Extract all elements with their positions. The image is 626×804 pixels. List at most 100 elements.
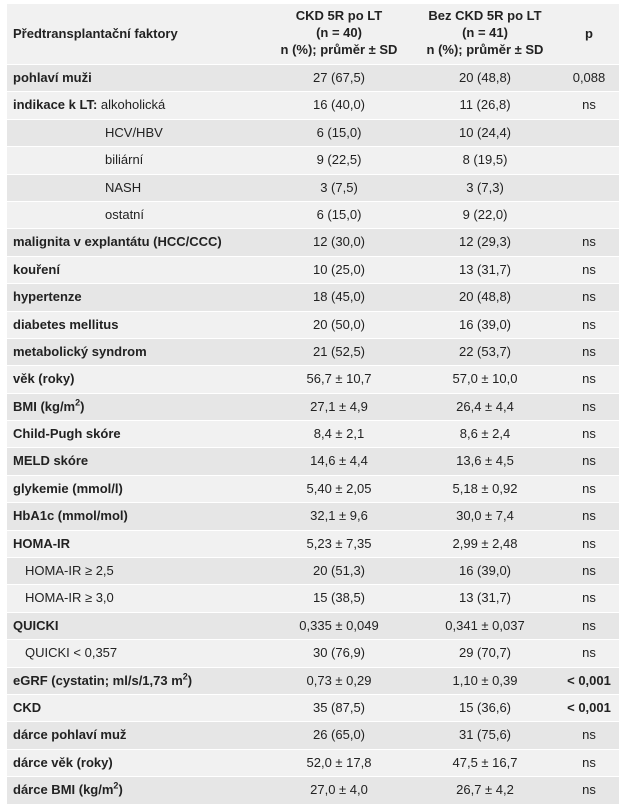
row-label: hypertenze — [13, 284, 82, 310]
p-value: ns — [582, 782, 596, 798]
value-ckd: 0,73 ± 0,29 — [306, 672, 372, 688]
row-label: CKD — [13, 695, 41, 721]
value-no-ckd: 0,341 ± 0,037 — [445, 617, 525, 633]
value-ckd: 20 (50,0) — [312, 316, 366, 332]
table-body: pohlaví muži 27 (67,5) 20 (48,8) 0,088 indik… — [7, 64, 619, 804]
p-value: ns — [582, 727, 596, 743]
row-label: metabolický syndrom — [13, 339, 147, 365]
table-row: CKD 35 (87,5) 15 (36,6) < 0,001 — [7, 693, 619, 721]
row-label-text: QUICKI < 0,357 — [25, 645, 118, 661]
value-no-ckd: 16 (39,0) — [458, 563, 512, 579]
row-label: dárce pohlaví muž — [13, 722, 126, 748]
value-ckd: 18 (45,0) — [312, 289, 366, 305]
value-no-ckd: 12 (29,3) — [458, 234, 512, 250]
table-row: NASH 3 (7,5) 3 (7,3) — [7, 173, 619, 201]
header-no-ckd-title: Bez CKD 5R po LT — [428, 8, 542, 23]
row-label: QUICKI — [13, 613, 59, 639]
row-label-bold: indikace k LT: — [13, 97, 98, 113]
table-row: HOMA-IR ≥ 3,0 15 (38,5) 13 (31,7) ns — [7, 584, 619, 611]
row-label-text: biliární — [105, 152, 144, 168]
value-ckd: 9 (22,5) — [316, 152, 362, 168]
row-label: HOMA-IR ≥ 3,0 — [13, 585, 114, 611]
p-value: ns — [582, 508, 596, 524]
value-ckd: 10 (25,0) — [312, 261, 366, 277]
p-value: ns — [582, 261, 596, 277]
data-table: Předtransplantační faktory CKD 5R po LT … — [7, 4, 619, 804]
value-no-ckd: 13 (31,7) — [458, 590, 512, 606]
row-label: HOMA-IR — [13, 531, 70, 557]
p-value: ns — [582, 617, 596, 633]
table-row: HOMA-IR 5,23 ± 7,35 2,99 ± 2,48 ns — [7, 529, 619, 557]
table-row: glykemie (mmol/l) 5,40 ± 2,05 5,18 ± 0,92 n… — [7, 474, 619, 502]
row-label-bold-end: ) — [118, 782, 123, 798]
row-label-bold: pohlaví muži — [13, 70, 92, 85]
row-label-bold: HbA1c (mmol/mol) — [13, 508, 128, 524]
value-ckd: 0,335 ± 0,049 — [299, 617, 379, 633]
row-label: MELD skóre — [13, 448, 88, 474]
header-no-ckd-n: (n = 41) — [462, 25, 508, 40]
row-label-bold: kouření — [13, 261, 60, 277]
row-label: pohlaví muži — [13, 65, 92, 91]
value-no-ckd: 31 (75,6) — [458, 727, 512, 743]
value-ckd: 3 (7,5) — [320, 179, 358, 195]
value-ckd: 14,6 ± 4,4 — [310, 453, 368, 469]
table-row: MELD skóre 14,6 ± 4,4 13,6 ± 4,5 ns — [7, 447, 619, 475]
value-no-ckd: 13 (31,7) — [458, 261, 512, 277]
row-label-sup: 2 — [113, 780, 119, 791]
table-row: metabolický syndrom 21 (52,5) 22 (53,7) ns — [7, 337, 619, 366]
row-label: eGRF (cystatin; ml/s/1,73 m2) — [13, 668, 192, 694]
value-ckd: 6 (15,0) — [316, 206, 362, 222]
row-label: HOMA-IR ≥ 2,5 — [13, 558, 114, 584]
row-label: věk (roky) — [13, 366, 74, 392]
value-no-ckd: 8 (19,5) — [462, 152, 508, 168]
value-no-ckd: 29 (70,7) — [458, 645, 512, 661]
value-ckd: 27 (67,5) — [312, 70, 366, 85]
value-ckd: 15 (38,5) — [312, 590, 366, 606]
row-label-text: NASH — [105, 179, 142, 195]
value-ckd: 6 (15,0) — [316, 124, 362, 140]
row-label: QUICKI < 0,357 — [13, 640, 117, 666]
table-row: BMI (kg/m2) 27,1 ± 4,9 26,4 ± 4,4 ns — [7, 392, 619, 421]
row-label: indikace k LT: alkoholická — [13, 92, 165, 118]
table-row: věk (roky) 56,7 ± 10,7 57,0 ± 10,0 ns — [7, 365, 619, 392]
row-label-bold-end: ) — [80, 398, 85, 414]
row-label-bold: věk (roky) — [13, 371, 75, 387]
row-label: kouření — [13, 257, 60, 283]
value-ckd: 5,40 ± 2,05 — [306, 480, 372, 496]
row-label: Child-Pugh skóre — [13, 421, 121, 447]
value-no-ckd: 9 (22,0) — [462, 206, 508, 222]
p-value: ns — [582, 480, 596, 496]
table-row: HOMA-IR ≥ 2,5 20 (51,3) 16 (39,0) ns — [7, 557, 619, 585]
p-value: ns — [582, 398, 596, 414]
header-ckd-title: CKD 5R po LT — [295, 8, 383, 23]
row-label: NASH — [13, 175, 141, 201]
row-label-text: HCV/HBV — [105, 124, 163, 140]
value-no-ckd: 30,0 ± 7,4 — [456, 508, 514, 524]
row-label-bold: CKD — [13, 699, 42, 715]
p-value: ns — [582, 426, 596, 442]
value-no-ckd: 2,99 ± 2,48 — [452, 535, 518, 551]
table-row: diabetes mellitus 20 (50,0) 16 (39,0) ns — [7, 310, 619, 338]
table-row: HCV/HBV 6 (15,0) 10 (24,4) — [7, 118, 619, 147]
row-label-text: alkoholická — [97, 97, 166, 113]
p-value: ns — [582, 234, 596, 250]
row-label: glykemie (mmol/l) — [13, 476, 123, 502]
row-label-text: ostatní — [105, 206, 145, 222]
value-ckd: 30 (76,9) — [312, 645, 366, 661]
row-label: biliární — [13, 147, 143, 173]
row-label-bold: metabolický syndrom — [13, 343, 147, 359]
value-ckd: 56,7 ± 10,7 — [306, 371, 372, 387]
row-label-bold: diabetes mellitus — [13, 316, 119, 332]
header-no-ckd-group: Bez CKD 5R po LT (n = 41) n (%); průměr … — [411, 7, 559, 58]
value-ckd: 35 (87,5) — [312, 699, 366, 715]
value-no-ckd: 16 (39,0) — [458, 316, 512, 332]
value-no-ckd: 47,5 ± 16,7 — [452, 754, 518, 770]
value-no-ckd: 20 (48,8) — [458, 70, 512, 85]
row-label-bold: QUICKI — [13, 617, 59, 633]
p-value: ns — [582, 371, 596, 387]
value-ckd: 16 (40,0) — [312, 97, 366, 113]
row-label-bold: dárce BMI (kg/m — [13, 782, 114, 798]
row-label-bold: malignita v explantátu (HCC/CCC) — [13, 234, 222, 250]
row-label: HbA1c (mmol/mol) — [13, 503, 128, 529]
row-label: diabetes mellitus — [13, 312, 118, 338]
